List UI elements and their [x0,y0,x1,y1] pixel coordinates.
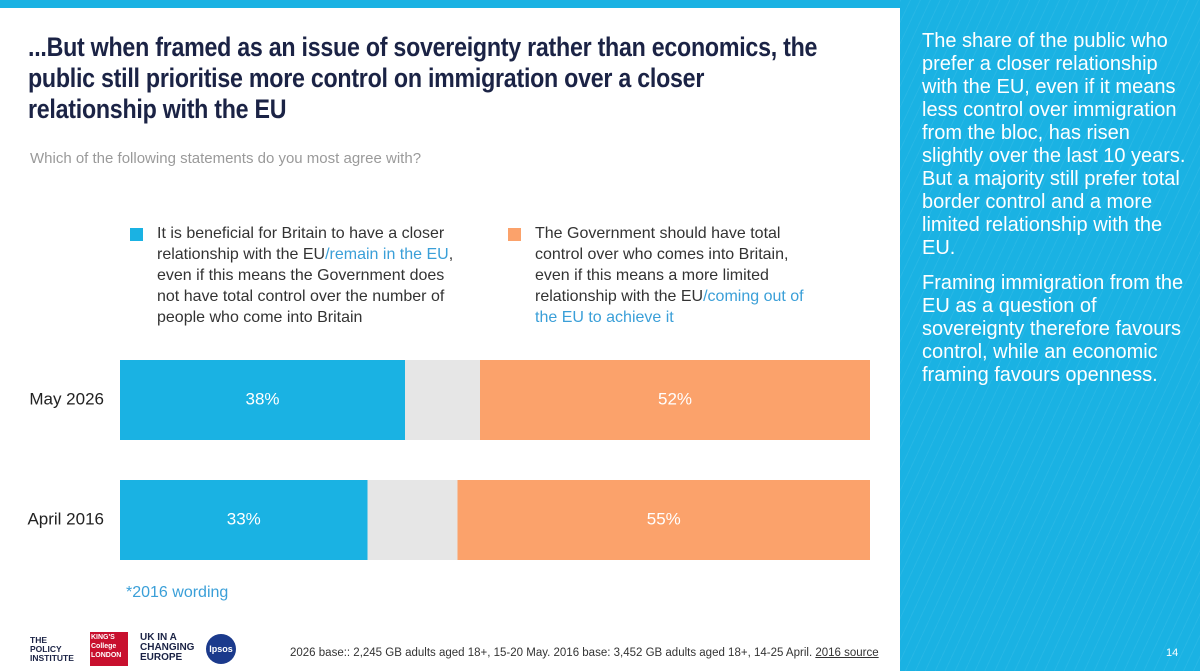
logo: Ipsos [206,634,236,664]
chart-title: ...But when framed as an issue of sovere… [28,32,818,124]
legend-swatch [508,228,521,241]
logo: UK IN A CHANGING EUROPE [140,632,195,663]
sidebar-paragraph: Framing immigration from the EU as a que… [922,272,1184,386]
sidebar-paragraph: The share of the public who prefer a clo… [922,30,1186,259]
legend-entry: It is beneficial for Britain to have a c… [157,223,457,328]
note: *2016 wording [126,584,229,601]
legend-text: The Government should have total control… [535,225,789,305]
page-number: 14 [1166,647,1179,659]
value-label: 55% [647,509,681,528]
legend-text: , even if this means the Government does… [157,246,454,326]
legend-text: It is beneficial for Britain to have a c… [157,225,445,263]
footer: 2026 base:: 2,245 GB adults aged 18+, 15… [290,647,879,659]
logo: KING'S College LONDON [90,632,128,666]
value-label: 38% [245,389,279,408]
sidebar: The share of the public who prefer a clo… [900,0,1200,671]
category-label: April 2016 [27,509,104,528]
bar-segment [120,480,368,560]
bar-segment [457,480,870,560]
legend-text: /remain in the EU [325,246,449,263]
value-label: 52% [658,389,692,408]
top-stripe [0,0,900,8]
category-label: May 2026 [29,389,104,408]
source-link[interactable]: 2016 source [815,647,879,659]
bar-segment [405,360,480,440]
legend-swatch [130,228,143,241]
bar-segment [120,360,405,440]
legend-text: /coming out of the EU to achieve it [535,288,804,326]
value-label: 33% [227,509,261,528]
chart-subtitle: Which of the following statements do you… [30,150,422,167]
legend-entry: The Government should have total control… [535,223,815,328]
bar-segment [480,360,870,440]
chart: May 2026 38% 52% April 2016 33% 55% [27,360,870,560]
bar-segment [367,480,458,560]
base-note: 2026 base:: 2,245 GB adults aged 18+, 15… [290,647,813,659]
logo: THE POLICY INSTITUTE [30,635,74,663]
